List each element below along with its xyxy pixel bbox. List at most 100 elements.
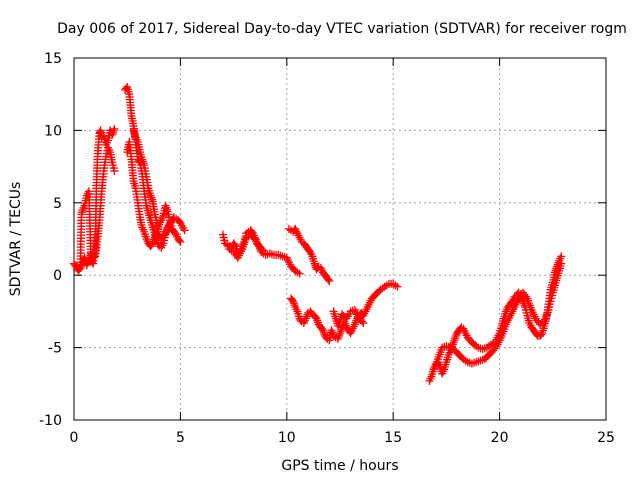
- plot-frame: [73, 57, 607, 421]
- data-point: [336, 329, 344, 338]
- data-point: [295, 269, 304, 278]
- y-tick-label: 15: [44, 51, 62, 67]
- data-point: [110, 166, 119, 175]
- data-point: [138, 155, 147, 164]
- data-point: [180, 226, 189, 235]
- data-point: [320, 330, 329, 339]
- data-point: [150, 233, 159, 242]
- data-point: [138, 157, 147, 166]
- y-tick-label: 0: [53, 268, 62, 284]
- series-seg1b: [76, 143, 119, 272]
- series-seg2c: [129, 126, 176, 243]
- chart-title: Day 006 of 2017, Sidereal Day-to-day VTE…: [57, 21, 627, 37]
- y-tick-labels: -10 -5 0 5 10 15: [39, 51, 62, 429]
- data-point: [521, 292, 530, 301]
- data-point: [162, 225, 171, 234]
- data-point: [319, 328, 328, 337]
- data-point: [139, 159, 148, 168]
- series-seg6b: [429, 259, 566, 374]
- data-point: [259, 246, 268, 255]
- x-tick-label: 5: [176, 430, 185, 446]
- x-tick-label: 10: [278, 430, 296, 446]
- data-point: [161, 229, 170, 238]
- x-tick-labels: 0 5 10 15 20 25: [70, 430, 615, 446]
- data-point: [290, 301, 299, 310]
- data-point: [324, 275, 333, 284]
- data-point: [310, 259, 319, 268]
- series-seg4: [284, 224, 334, 285]
- data-point: [557, 259, 566, 268]
- data-point: [289, 297, 298, 306]
- data-point: [147, 193, 156, 202]
- series-seg5: [287, 279, 402, 345]
- x-axis-label: GPS time / hours: [281, 458, 398, 474]
- x-tick-label: 0: [70, 430, 79, 446]
- data-point: [313, 316, 322, 325]
- data-point: [327, 326, 336, 335]
- data-point: [312, 314, 321, 323]
- data-point: [357, 317, 366, 326]
- data-point: [109, 128, 118, 137]
- data-point: [77, 262, 86, 271]
- data-point: [359, 318, 368, 327]
- data-point: [76, 263, 85, 272]
- y-tick-label: -10: [39, 413, 62, 429]
- data-point: [334, 332, 343, 341]
- data-point: [314, 318, 323, 327]
- data-point: [162, 203, 171, 212]
- data-point: [278, 252, 287, 261]
- data-point: [166, 217, 175, 226]
- data-point: [341, 321, 350, 330]
- data-point: [311, 313, 320, 322]
- data-point: [146, 191, 155, 200]
- data-point: [537, 330, 546, 339]
- series-seg3b: [225, 230, 268, 262]
- data-point: [302, 312, 311, 321]
- data-point: [336, 327, 345, 336]
- y-tick-label: 10: [44, 123, 62, 139]
- data-point: [289, 299, 298, 308]
- data-point: [267, 250, 276, 259]
- series-seg2b: [123, 137, 185, 251]
- data-point: [391, 281, 400, 290]
- x-tick-label: 15: [384, 430, 402, 446]
- data-point: [162, 205, 171, 214]
- data-point: [557, 252, 566, 261]
- axis-ticks: [73, 57, 607, 421]
- y-tick-label: -5: [48, 341, 62, 357]
- series-seg5b: [329, 305, 368, 330]
- data-point: [77, 260, 86, 269]
- data-point: [318, 326, 327, 335]
- data-point: [108, 130, 117, 139]
- data-point: [110, 124, 119, 133]
- data-point: [451, 332, 460, 341]
- data-point: [75, 265, 84, 274]
- data-point: [149, 237, 158, 246]
- data-point: [288, 295, 297, 304]
- data-points: [70, 82, 566, 385]
- data-point: [150, 235, 159, 244]
- y-tick-label: 5: [53, 196, 62, 212]
- data-point: [450, 336, 459, 345]
- data-point: [148, 195, 157, 204]
- data-point: [109, 126, 118, 135]
- grid: [74, 58, 606, 420]
- data-point: [257, 245, 266, 254]
- data-point: [328, 328, 337, 337]
- data-point: [167, 216, 176, 225]
- data-point: [325, 276, 334, 285]
- data-point: [452, 331, 461, 340]
- data-point: [449, 338, 458, 347]
- data-point: [301, 314, 310, 323]
- x-tick-label: 20: [491, 430, 509, 446]
- data-point: [350, 320, 359, 329]
- data-point: [148, 239, 157, 248]
- data-point: [175, 236, 184, 245]
- data-point: [176, 237, 185, 246]
- data-point: [333, 334, 342, 343]
- data-point: [335, 331, 344, 340]
- x-tick-label: 25: [597, 430, 615, 446]
- data-point: [230, 240, 239, 249]
- y-axis-label: SDTVAR / TECUs: [8, 182, 24, 297]
